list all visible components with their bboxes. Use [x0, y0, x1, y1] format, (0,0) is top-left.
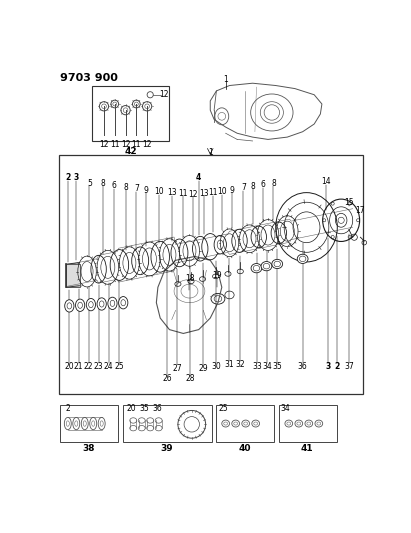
Text: 4: 4	[196, 173, 201, 182]
Text: 27: 27	[172, 364, 182, 373]
Text: 18: 18	[185, 273, 194, 282]
Text: 6: 6	[260, 180, 265, 189]
Text: 9: 9	[229, 185, 234, 195]
Text: 13: 13	[167, 188, 177, 197]
Bar	[66, 264, 80, 287]
Text: 22: 22	[84, 362, 93, 371]
Text: 11: 11	[208, 188, 217, 197]
Text: 11: 11	[132, 140, 141, 149]
Text: 12: 12	[159, 90, 169, 99]
Text: 2: 2	[335, 362, 340, 371]
Text: 6: 6	[111, 181, 116, 190]
Bar	[217, 405, 274, 442]
Ellipse shape	[108, 297, 117, 310]
Text: 25: 25	[219, 403, 228, 413]
Text: 3: 3	[74, 173, 79, 182]
Text: 40: 40	[239, 443, 251, 453]
Bar	[58, 155, 363, 393]
Text: 14: 14	[321, 177, 330, 186]
Ellipse shape	[214, 236, 226, 254]
Text: 34: 34	[280, 403, 290, 413]
Text: 8: 8	[124, 183, 129, 192]
Text: 12: 12	[142, 140, 152, 149]
Circle shape	[338, 217, 344, 223]
Text: 10: 10	[217, 187, 226, 196]
Ellipse shape	[297, 254, 308, 263]
Text: 8: 8	[251, 182, 256, 191]
Text: 21: 21	[74, 362, 83, 371]
Text: 5: 5	[87, 179, 92, 188]
Text: 15: 15	[344, 198, 353, 207]
Text: 10: 10	[155, 187, 164, 196]
Ellipse shape	[97, 298, 106, 310]
Text: 28: 28	[185, 374, 195, 383]
Ellipse shape	[86, 298, 95, 311]
Text: 9: 9	[144, 185, 149, 195]
Text: 38: 38	[82, 443, 95, 453]
Ellipse shape	[76, 299, 85, 311]
Text: 35: 35	[139, 403, 149, 413]
Text: 11: 11	[110, 140, 120, 149]
Text: 37: 37	[344, 362, 354, 371]
Text: 20: 20	[65, 362, 74, 371]
Ellipse shape	[251, 263, 262, 273]
Text: 12: 12	[188, 190, 197, 199]
Text: 12: 12	[99, 140, 109, 149]
Text: 31: 31	[224, 360, 233, 369]
Text: 2: 2	[65, 173, 70, 182]
Ellipse shape	[261, 262, 272, 271]
Text: 36: 36	[298, 362, 307, 371]
Text: 41: 41	[301, 443, 314, 453]
Bar	[60, 405, 118, 442]
Text: 35: 35	[272, 362, 282, 371]
Text: 39: 39	[161, 443, 173, 453]
Text: 2: 2	[65, 403, 70, 413]
Text: 23: 23	[94, 362, 104, 371]
Text: 11: 11	[178, 189, 187, 198]
Text: 19: 19	[212, 271, 222, 280]
Text: 17: 17	[355, 206, 365, 215]
Text: 13: 13	[199, 189, 209, 198]
Text: 30: 30	[212, 362, 221, 371]
Bar	[279, 405, 337, 442]
Text: 24: 24	[104, 362, 113, 371]
Text: 9703 900: 9703 900	[60, 73, 118, 83]
Text: 8: 8	[101, 179, 106, 188]
Ellipse shape	[119, 296, 128, 309]
Text: 25: 25	[115, 362, 124, 371]
Text: 20: 20	[126, 403, 136, 413]
Text: 34: 34	[262, 362, 272, 371]
Text: 36: 36	[152, 403, 162, 413]
Text: 7: 7	[241, 183, 246, 192]
Bar	[92, 85, 169, 141]
Text: 26: 26	[162, 374, 172, 383]
Text: 8: 8	[271, 179, 276, 188]
Text: 42: 42	[125, 147, 137, 156]
Text: 29: 29	[199, 364, 208, 373]
Text: 32: 32	[236, 360, 245, 369]
Text: 1: 1	[208, 148, 212, 157]
Bar	[123, 405, 212, 442]
Ellipse shape	[272, 260, 283, 269]
Ellipse shape	[65, 300, 74, 312]
Text: 1: 1	[223, 75, 228, 84]
Text: 7: 7	[134, 184, 139, 193]
Text: 3: 3	[326, 362, 331, 371]
Text: 33: 33	[252, 362, 262, 371]
Text: 12: 12	[121, 140, 130, 149]
